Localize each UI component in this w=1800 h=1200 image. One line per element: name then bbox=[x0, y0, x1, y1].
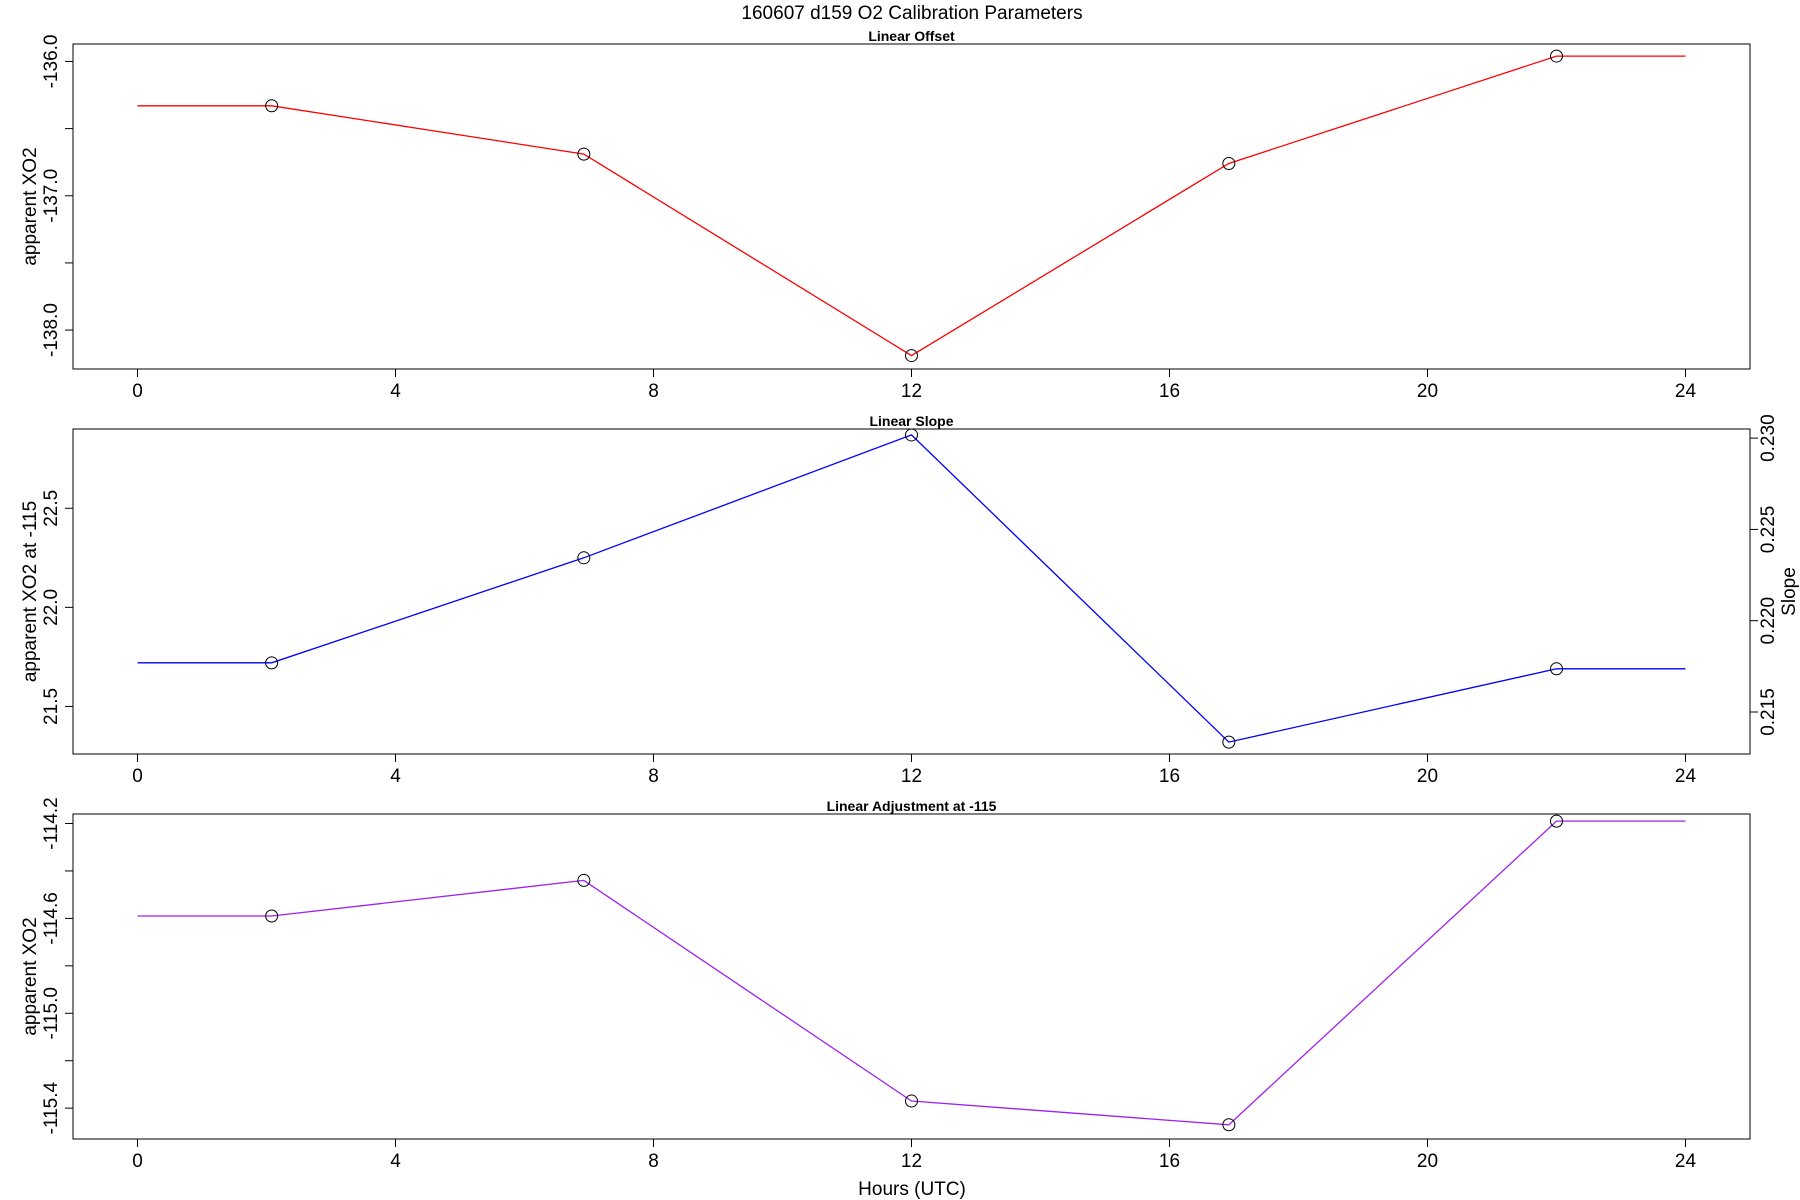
y-tick-label: -114.2 bbox=[41, 797, 62, 849]
y2-tick-label: 0.225 bbox=[1758, 506, 1779, 554]
data-point bbox=[905, 428, 918, 442]
y-tick-label: 21.5 bbox=[41, 688, 62, 725]
y2-axis-label: Slope bbox=[1779, 567, 1800, 616]
data-point bbox=[577, 873, 591, 887]
y2-tick-label: 0.230 bbox=[1758, 414, 1779, 462]
x-tick-label: 0 bbox=[132, 766, 143, 787]
data-point bbox=[1550, 49, 1563, 63]
x-tick-label: 8 bbox=[648, 1151, 659, 1172]
y-tick-label: -115.4 bbox=[41, 1081, 62, 1134]
panel-title: Linear Adjustment at -115 bbox=[827, 798, 997, 814]
y-tick-label: -114.6 bbox=[41, 892, 62, 944]
data-point bbox=[265, 656, 279, 670]
series-line bbox=[137, 55, 1686, 357]
y-axis-label: apparent XO2 bbox=[20, 917, 41, 1035]
data-point bbox=[1550, 662, 1563, 676]
data-point bbox=[1550, 814, 1563, 828]
y-axis-label: apparent XO2 bbox=[20, 147, 41, 265]
panel-linear-adjustment: Linear Adjustment at -115 0 4 8 12 16 20 24 -11… bbox=[20, 797, 1751, 1172]
y-tick-label: 22.0 bbox=[41, 589, 62, 626]
x-tick-label: 16 bbox=[1159, 766, 1180, 787]
panel-title: Linear Offset bbox=[868, 28, 955, 44]
x-tick-label: 16 bbox=[1159, 381, 1180, 402]
data-point bbox=[1222, 157, 1236, 171]
x-tick-label: 0 bbox=[132, 381, 143, 402]
y-tick-label: -138.0 bbox=[41, 303, 62, 357]
panel-linear-slope: Linear Slope 0 4 8 12 16 20 24 21.5 22.0 22.5appa… bbox=[20, 413, 1800, 787]
series-line bbox=[137, 434, 1686, 743]
x-tick-label: 12 bbox=[901, 766, 922, 787]
y-tick-label: 22.5 bbox=[41, 490, 62, 527]
y-axis-label: apparent XO2 at -115 bbox=[20, 501, 41, 682]
x-tick-label: 8 bbox=[648, 381, 659, 402]
y-tick-label: -115.0 bbox=[41, 987, 62, 1039]
x-tick-label: 4 bbox=[390, 766, 401, 787]
y-tick-label: -136.0 bbox=[41, 35, 62, 89]
x-tick-label: 8 bbox=[648, 766, 659, 787]
x-tick-label: 4 bbox=[390, 381, 401, 402]
x-tick-label: 4 bbox=[390, 1151, 401, 1172]
data-point bbox=[1222, 1118, 1236, 1132]
data-point bbox=[577, 147, 591, 161]
x-tick-label: 24 bbox=[1675, 1151, 1697, 1172]
x-tick-label: 16 bbox=[1159, 1151, 1180, 1172]
panel-linear-offset: Linear Offset 0 4 8 12 16 20 24 -136.0 -137.0 -13… bbox=[20, 28, 1751, 402]
x-tick-label: 12 bbox=[901, 381, 922, 402]
x-tick-label: 12 bbox=[901, 1151, 922, 1172]
x-tick-label: 24 bbox=[1675, 381, 1697, 402]
y2-tick-label: 0.220 bbox=[1758, 597, 1779, 645]
x-tick-label: 0 bbox=[132, 1151, 143, 1172]
data-point bbox=[905, 349, 918, 363]
data-point bbox=[265, 99, 279, 113]
data-point bbox=[577, 551, 591, 565]
data-point bbox=[265, 909, 279, 923]
x-tick-label: 20 bbox=[1417, 381, 1438, 402]
data-point bbox=[1222, 735, 1236, 749]
y2-tick-label: 0.215 bbox=[1758, 688, 1779, 736]
panel-title: Linear Slope bbox=[869, 413, 953, 429]
data-point bbox=[905, 1094, 918, 1108]
x-tick-label: 24 bbox=[1675, 766, 1697, 787]
x-axis-label: Hours (UTC) bbox=[858, 1179, 966, 1200]
y-tick-label: -137.0 bbox=[41, 169, 62, 223]
x-tick-label: 20 bbox=[1417, 1151, 1438, 1172]
series-line bbox=[137, 820, 1686, 1126]
x-tick-label: 20 bbox=[1417, 766, 1438, 787]
figure-title: 160607 d159 O2 Calibration Parameters bbox=[741, 3, 1082, 24]
